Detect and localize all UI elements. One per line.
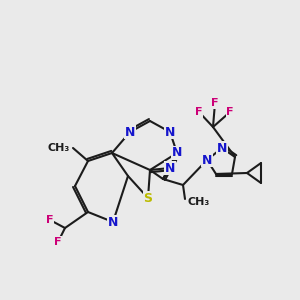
Text: N: N [165,125,175,139]
Text: F: F [46,215,54,225]
Text: N: N [172,146,182,160]
Text: N: N [217,142,227,154]
Text: F: F [226,107,234,117]
Text: N: N [202,154,212,166]
Text: N: N [125,125,135,139]
Text: S: S [143,191,152,205]
Text: N: N [165,161,175,175]
Text: F: F [54,237,62,247]
Text: F: F [211,98,219,108]
Text: F: F [195,107,203,117]
Text: CH₃: CH₃ [48,143,70,153]
Text: N: N [108,215,118,229]
Text: CH₃: CH₃ [187,197,209,207]
